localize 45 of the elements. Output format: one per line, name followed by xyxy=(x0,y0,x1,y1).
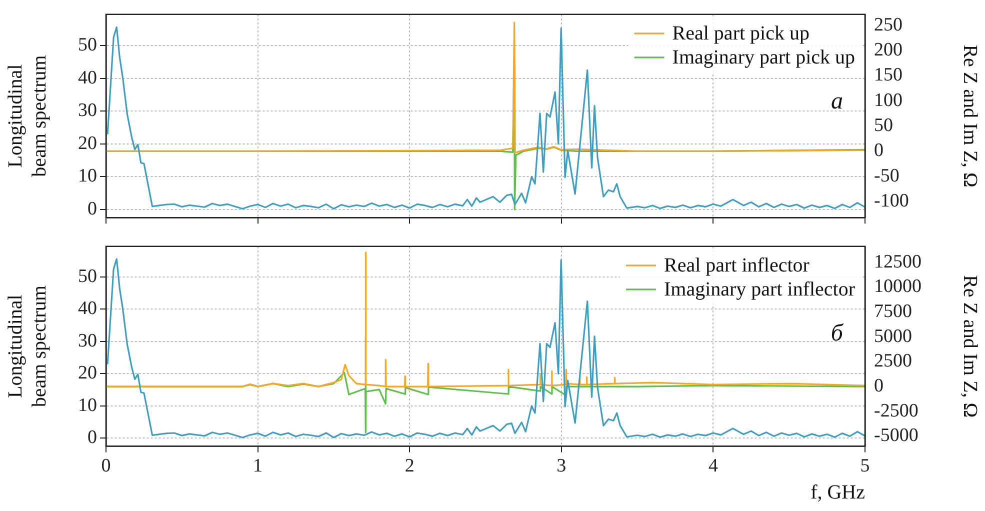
y2-tick-label: -100 xyxy=(874,190,909,212)
y-tick-label: 30 xyxy=(78,100,97,122)
y-tick-label: 20 xyxy=(78,362,97,384)
y2-axis-title: Re Z and Im Z, Ω xyxy=(958,44,981,188)
y2-tick-label: -50 xyxy=(874,165,900,186)
y2-tick-label: 10000 xyxy=(874,276,922,298)
x-tick-label: 0 xyxy=(101,456,111,477)
x-tick-label: 5 xyxy=(860,456,870,477)
y2-tick-label: 5000 xyxy=(874,326,912,347)
x-tick-label: 4 xyxy=(708,456,718,477)
y2-tick-label: 200 xyxy=(874,40,902,61)
y-tick-label: 10 xyxy=(78,394,97,416)
y2-tick-label: 0 xyxy=(874,140,884,162)
y2-tick-label: 150 xyxy=(874,64,902,86)
y-tick-label: 40 xyxy=(78,67,97,88)
annotation: б xyxy=(830,320,844,347)
x-tick-label: 3 xyxy=(556,456,566,477)
y-tick-label: 0 xyxy=(88,427,97,448)
x-tick-label: 1 xyxy=(253,456,263,477)
annotation: а xyxy=(831,88,843,115)
y-tick-label: 10 xyxy=(78,166,97,187)
y2-tick-label: 2500 xyxy=(874,350,912,372)
y-tick-label: 40 xyxy=(78,298,97,320)
y-tick-label: 30 xyxy=(78,330,97,352)
y-tick-label: 20 xyxy=(78,132,97,154)
x-tick-label: 2 xyxy=(404,456,414,477)
legend-label: Imaginary part pick up xyxy=(672,46,856,69)
y2-tick-label: 250 xyxy=(874,14,902,36)
legend-label: Real part inflector xyxy=(664,254,810,277)
y2-tick-label: -5000 xyxy=(874,425,918,446)
y-axis-title: Longitudinal beam spectrum xyxy=(4,285,50,408)
y2-tick-label: 100 xyxy=(874,90,902,111)
legend-label: Imaginary part inflector xyxy=(664,278,856,301)
y2-tick-label: 7500 xyxy=(874,300,912,322)
y2-tick-label: 12500 xyxy=(874,251,922,272)
y-axis-title: Longitudinal beam spectrum xyxy=(4,54,50,177)
y-tick-label: 0 xyxy=(88,198,97,220)
y-tick-label: 50 xyxy=(78,34,97,56)
y2-axis-title: Re Z and Im Z, Ω xyxy=(958,274,981,418)
legend-label: Real part pick up xyxy=(672,22,810,45)
y-tick-label: 50 xyxy=(78,266,97,287)
y2-tick-label: 50 xyxy=(874,115,893,136)
x-axis-title: f, GHz xyxy=(810,481,866,504)
y2-tick-label: 0 xyxy=(874,376,884,397)
y2-tick-label: -2500 xyxy=(874,400,918,422)
